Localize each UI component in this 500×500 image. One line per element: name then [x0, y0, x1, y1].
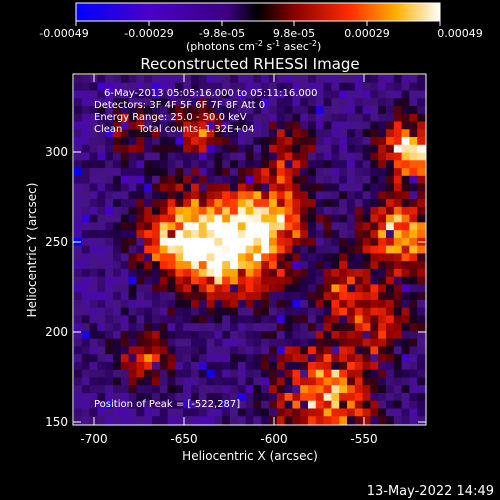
y-axis-label: Heliocentric Y (arcsec)	[25, 183, 39, 318]
reconstructed-image	[74, 75, 426, 425]
plot-frame	[72, 73, 427, 426]
x-axis-label: Heliocentric X (arcsec)	[182, 449, 318, 463]
axis-tick-marks	[73, 74, 426, 425]
x-tick-label-3: -550	[350, 432, 377, 446]
colorbar	[75, 2, 441, 22]
annotation-method-counts: Clean Total counts: 1.32E+04	[94, 124, 254, 135]
colorbar-unit: (photons cm-2 s-1 asec-2)	[186, 39, 321, 53]
colorbar-tick-5: 0.00049	[437, 27, 483, 40]
colorbar-tick-4: 0.00029	[344, 27, 390, 40]
y-tick-label-0: 300	[45, 145, 68, 159]
annotation-energy-range: Energy Range: 25.0 - 50.0 keV	[94, 112, 247, 123]
y-tick-label-2: 200	[45, 325, 68, 339]
x-tick-label-0: -700	[80, 432, 107, 446]
colorbar-tick-2: -9.8e-05	[199, 27, 245, 40]
annotation-peak-position: Position of Peak = [-522,287]	[94, 399, 240, 410]
colorbar-tick-0: -0.00049	[39, 27, 88, 40]
x-tick-label-1: -650	[170, 432, 197, 446]
annotation-detectors: Detectors: 3F 4F 5F 6F 7F 8F Att 0	[94, 100, 265, 111]
y-tick-label-3: 150	[45, 415, 68, 429]
y-tick-label-1: 250	[45, 235, 68, 249]
annotation-time-range: 6-May-2013 05:05:16.000 to 05:11:16.000	[104, 88, 317, 99]
image-title: Reconstructed RHESSI Image	[140, 55, 359, 73]
timestamp: 13-May-2022 14:49	[367, 484, 494, 499]
colorbar-tick-marks	[75, 21, 441, 26]
colorbar-tick-1: -0.00029	[124, 27, 173, 40]
colorbar-tick-3: 9.8e-05	[273, 27, 315, 40]
x-tick-label-2: -600	[260, 432, 287, 446]
